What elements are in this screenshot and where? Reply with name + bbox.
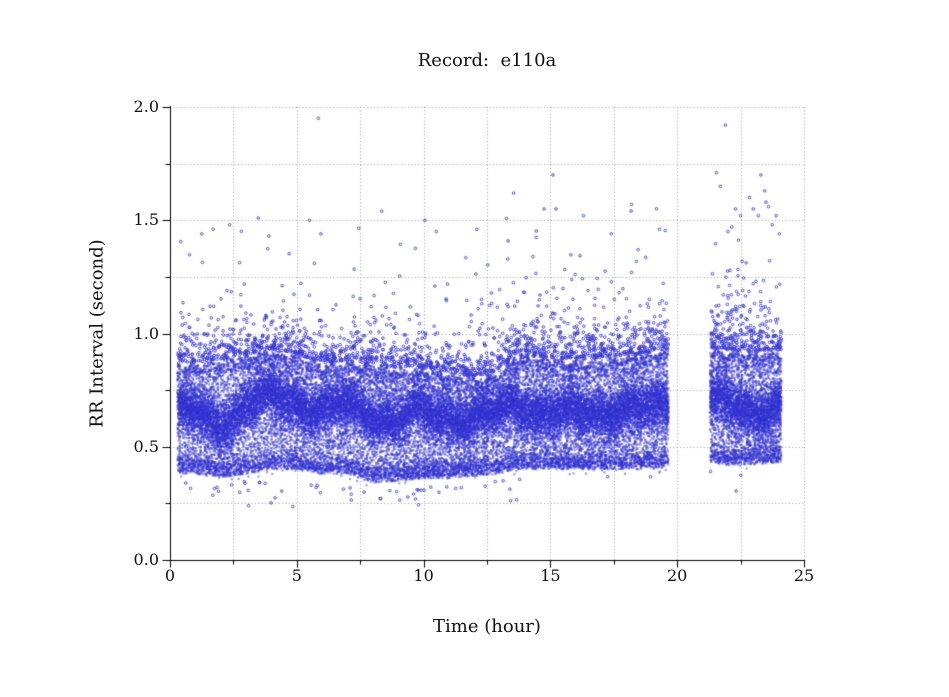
y-tick-label: 0.5 (133, 436, 159, 456)
y-axis-title-wrap: RR Interval (second) (84, 107, 110, 560)
y-tick-label: 1.5 (133, 210, 159, 230)
x-tick-label: 0 (164, 566, 176, 585)
x-tick-label: 25 (793, 566, 815, 585)
x-axis-title: Time (hour) (433, 616, 541, 637)
y-tick-label: 1.0 (133, 323, 159, 343)
y-tick-label: 0.0 (133, 550, 159, 569)
x-tick-label: 20 (667, 566, 688, 585)
x-tick-label: 5 (291, 566, 302, 585)
x-tick-label: 10 (413, 566, 434, 585)
y-tick-label: 2.0 (133, 97, 159, 116)
chart-title: Record: e110a (417, 50, 557, 71)
x-tick-label: 15 (540, 566, 561, 585)
y-axis-title: RR Interval (second) (86, 239, 108, 428)
